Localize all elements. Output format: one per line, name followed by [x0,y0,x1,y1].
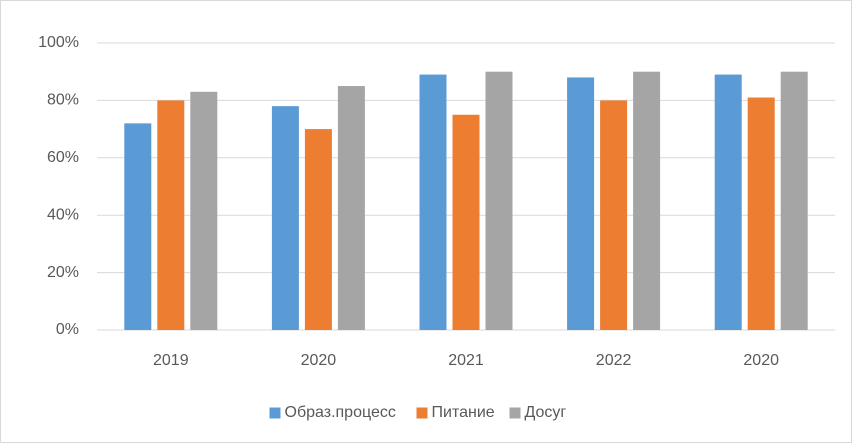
y-tick-label: 80% [47,92,79,109]
bar [452,114,480,330]
legend-swatch [416,407,428,419]
bar [337,86,365,330]
bar [419,74,447,330]
bar [157,100,185,331]
legend-label: Образ.процесс [285,404,396,421]
legend-swatch [269,407,281,419]
bar [747,97,775,330]
bar [485,71,513,330]
x-tick-label: 2020 [301,352,337,369]
x-tick-label: 2021 [448,352,484,369]
x-tick-label: 2019 [153,352,189,369]
legend-swatch [509,407,521,419]
y-tick-label: 20% [47,264,79,281]
bar [190,91,218,330]
x-tick-label: 2020 [743,352,779,369]
bar [567,77,595,330]
bar [780,71,808,330]
y-tick-label: 40% [47,206,79,223]
bar [124,123,152,330]
legend-label: Питание [432,404,495,421]
bar [600,100,628,331]
bar [304,129,332,330]
legend-label: Досуг [525,404,567,421]
y-tick-label: 0% [56,321,79,338]
y-tick-label: 100% [38,34,79,51]
bar [714,74,742,330]
y-tick-label: 60% [47,149,79,166]
bar [633,71,661,330]
x-tick-label: 2022 [596,352,632,369]
bar [271,106,299,330]
